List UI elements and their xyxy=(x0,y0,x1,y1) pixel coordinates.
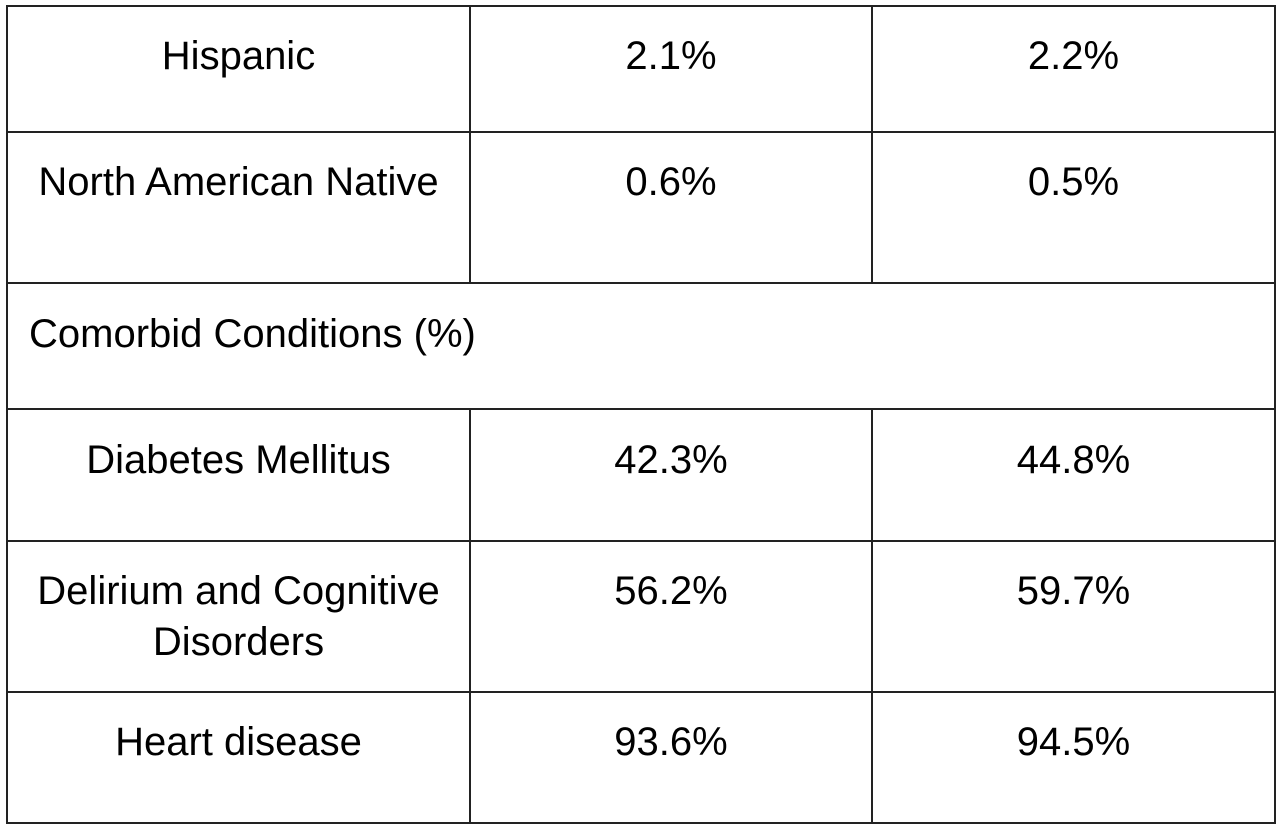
row-label: Heart disease xyxy=(6,691,471,824)
value-cell: 44.8% xyxy=(871,408,1276,542)
value-cell: 0.5% xyxy=(871,131,1276,284)
value-cell: 93.6% xyxy=(469,691,873,824)
data-table: Hispanic 2.1% 2.2% North American Native… xyxy=(6,5,1276,824)
value-cell: 56.2% xyxy=(469,540,873,693)
section-row: Comorbid Conditions (%) xyxy=(6,282,1276,410)
value-cell: 42.3% xyxy=(469,408,873,542)
row-label: Delirium and Cognitive Disorders xyxy=(6,540,471,693)
table-row: Heart disease 93.6% 94.5% xyxy=(6,691,1276,824)
value-cell: 59.7% xyxy=(871,540,1276,693)
table-row: Delirium and Cognitive Disorders 56.2% 5… xyxy=(6,540,1276,693)
value-cell: 94.5% xyxy=(871,691,1276,824)
table-row: North American Native 0.6% 0.5% xyxy=(6,131,1276,284)
value-cell: 0.6% xyxy=(469,131,873,284)
value-cell: 2.2% xyxy=(871,5,1276,133)
table-row: Hispanic 2.1% 2.2% xyxy=(6,5,1276,133)
section-heading: Comorbid Conditions (%) xyxy=(6,282,1276,410)
row-label: Hispanic xyxy=(6,5,471,133)
table-row: Diabetes Mellitus 42.3% 44.8% xyxy=(6,408,1276,542)
row-label: North American Native xyxy=(6,131,471,284)
row-label: Diabetes Mellitus xyxy=(6,408,471,542)
value-cell: 2.1% xyxy=(469,5,873,133)
